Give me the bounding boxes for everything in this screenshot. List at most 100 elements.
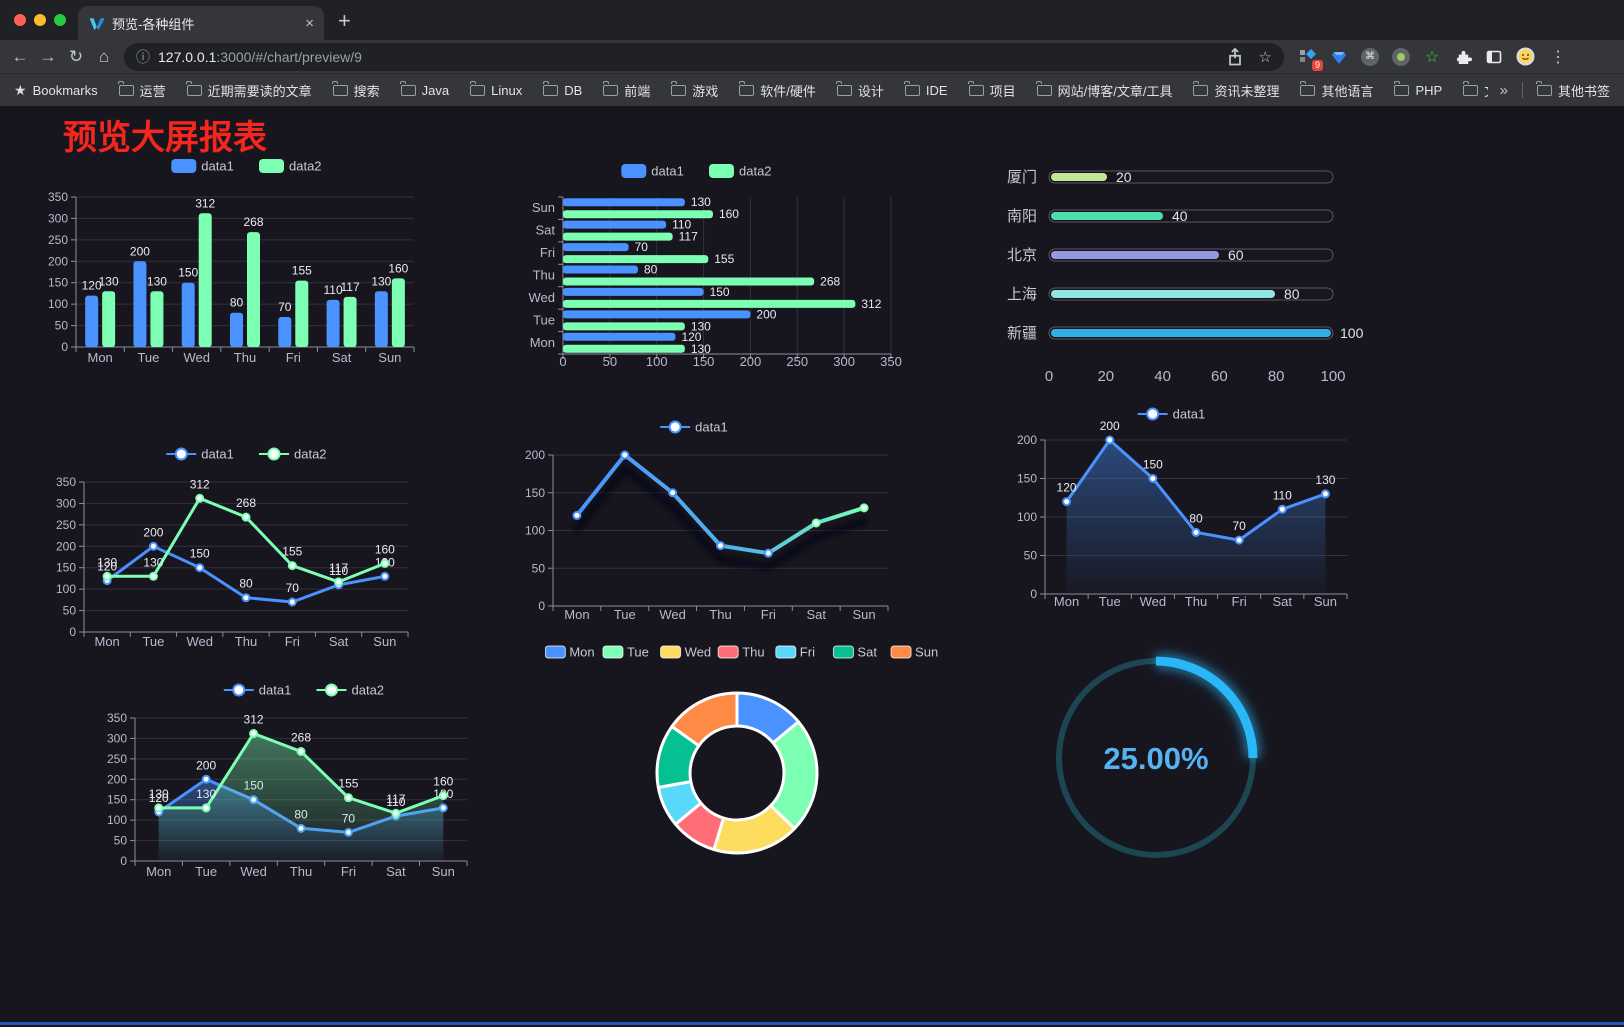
svg-text:120: 120	[1057, 481, 1077, 495]
folder-icon	[118, 81, 134, 96]
svg-text:25.00%: 25.00%	[1103, 741, 1208, 776]
svg-text:130: 130	[196, 787, 216, 801]
profile-avatar-icon[interactable]	[1515, 47, 1535, 67]
svg-text:Tue: Tue	[137, 350, 159, 365]
extension-green-star-icon[interactable]: ☆	[1424, 48, 1440, 66]
chart-line-gradient[interactable]: data1 0 50 100 150 200 Mon Tue Wed Thu Fri Sat Sun	[495, 404, 900, 629]
extension-grid-icon[interactable]: 9	[1298, 47, 1323, 71]
tab-close-icon[interactable]: ×	[305, 14, 314, 32]
bookmark-item[interactable]: 近期需要读的文章	[186, 81, 312, 100]
bookmark-item[interactable]: 软件/硬件	[738, 81, 816, 100]
svg-text:Tue: Tue	[195, 864, 217, 879]
svg-text:Sun: Sun	[373, 634, 396, 649]
svg-text:300: 300	[107, 731, 127, 745]
svg-text:60: 60	[1211, 368, 1228, 385]
bookmark-item[interactable]: 搜索	[332, 81, 380, 100]
folder-icon	[670, 81, 687, 96]
window-zoom-button[interactable]	[54, 14, 66, 26]
svg-text:Sun: Sun	[432, 864, 455, 879]
extension-command-icon[interactable]: ⌘	[1360, 47, 1380, 67]
bookmark-item[interactable]: Java	[400, 81, 449, 98]
svg-text:Sun: Sun	[915, 645, 938, 660]
home-icon[interactable]: ⌂	[98, 46, 110, 66]
svg-text:100: 100	[525, 524, 545, 538]
address-bar[interactable]: ⓘ 127.0.0.1:3000/#/chart/preview/9 ☆	[124, 42, 1284, 71]
svg-text:110: 110	[672, 218, 691, 232]
extension-gem-icon[interactable]	[1329, 47, 1349, 67]
bookmarks-overflow-chevron[interactable]: »	[1499, 81, 1508, 99]
new-tab-button[interactable]: +	[338, 8, 351, 33]
bookmarks-manager-item[interactable]: ★ Bookmarks	[14, 82, 98, 99]
forward-icon[interactable]: →	[39, 46, 57, 66]
back-icon[interactable]: ←	[11, 46, 29, 66]
svg-text:200: 200	[107, 772, 127, 786]
svg-text:200: 200	[130, 244, 150, 258]
svg-text:Wed: Wed	[1140, 594, 1167, 609]
bookmark-item[interactable]: PHP	[1393, 81, 1442, 98]
folder-icon	[1036, 81, 1052, 96]
bookmark-item[interactable]: 游戏	[670, 81, 718, 100]
chart-bar-horizontal[interactable]: data1 data2 0 50 100 150 200 250 300 350 Sun 130 160…	[495, 149, 905, 379]
svg-text:155: 155	[282, 545, 302, 559]
chart-donut[interactable]: Mon Tue Wed Thu Fri Sat Sun	[544, 634, 940, 884]
site-info-icon[interactable]: ⓘ	[136, 48, 150, 65]
svg-text:110: 110	[386, 795, 405, 809]
bookmark-star-icon[interactable]: ☆	[1258, 48, 1272, 66]
svg-text:Fri: Fri	[540, 245, 555, 260]
bookmark-item[interactable]: DB	[542, 81, 582, 98]
bookmark-item[interactable]: 项目	[968, 81, 1016, 100]
bookmark-item[interactable]: 其他语言	[1299, 81, 1373, 100]
window-minimize-button[interactable]	[34, 14, 46, 26]
svg-text:data2: data2	[294, 447, 327, 462]
extensions-puzzle-icon[interactable]	[1453, 47, 1473, 67]
bookmark-item[interactable]: IDE	[904, 81, 948, 98]
svg-text:Wed: Wed	[529, 290, 556, 305]
tab-title: 预览-各种组件	[112, 16, 195, 32]
bookmark-item[interactable]: 运营	[118, 81, 166, 100]
svg-text:Sun: Sun	[1314, 594, 1337, 609]
url-host: 127.0.0.1	[158, 48, 217, 65]
browser-menu-icon[interactable]: ⋮	[1550, 48, 1566, 66]
chart-bar-vertical[interactable]: data1 data2 0 50 100 150 200 250 300 350 Mon Tue Wed…	[40, 141, 460, 378]
svg-text:0: 0	[1045, 368, 1053, 385]
svg-text:南阳: 南阳	[1007, 208, 1037, 225]
chart-line-two-series[interactable]: data1 data2 0 50 100 150 200 250 300 350 Mon Tue Wed…	[40, 429, 460, 659]
extensions-area: 9 ⌘ ☆	[1298, 47, 1572, 71]
folder-icon	[400, 81, 416, 96]
svg-text:Mon: Mon	[94, 634, 119, 649]
sidebar-toggle-icon[interactable]	[1484, 47, 1504, 67]
chart-ring-gauge[interactable]: 25.00%	[1040, 641, 1280, 881]
bookmark-item[interactable]: 设计	[836, 81, 884, 100]
svg-text:Thu: Thu	[1185, 594, 1207, 609]
reload-icon[interactable]: ↻	[68, 46, 84, 66]
chart-area-two-series[interactable]: data1 data2 0 50 100 150 200 250 300 350 Mon Tue Wed…	[95, 674, 520, 894]
svg-text:Thu: Thu	[290, 864, 312, 879]
svg-text:200: 200	[1100, 419, 1120, 433]
bookmark-item[interactable]: 文件服务器	[1462, 81, 1488, 100]
svg-text:Mon: Mon	[564, 607, 589, 622]
svg-text:data1: data1	[695, 420, 728, 435]
folder-icon	[836, 81, 852, 96]
svg-text:0: 0	[69, 625, 76, 639]
extension-record-icon[interactable]	[1391, 47, 1411, 67]
svg-text:100: 100	[1017, 510, 1037, 524]
bookmark-item[interactable]: 前端	[602, 81, 650, 100]
share-icon[interactable]	[1225, 47, 1245, 67]
svg-text:100: 100	[107, 813, 127, 827]
bookmark-item[interactable]: Linux	[469, 81, 522, 98]
bookmark-item[interactable]: 网站/博客/文章/工具	[1036, 81, 1172, 100]
svg-text:312: 312	[190, 477, 210, 491]
bookmark-item[interactable]: 资讯未整理	[1192, 81, 1279, 100]
svg-text:350: 350	[107, 711, 127, 725]
browser-tab[interactable]: 预览-各种组件 ×	[78, 6, 324, 40]
bookmarks-label: Bookmarks	[32, 82, 98, 98]
svg-text:Thu: Thu	[234, 350, 256, 365]
folder-icon	[602, 81, 619, 96]
other-bookmarks-folder[interactable]: 其他书签	[1536, 81, 1610, 100]
chart-city-progress[interactable]: 厦门 20 南阳 40 北京 60 上海 80 新疆 100 0 20 40 60 80 100	[985, 151, 1380, 396]
url-text[interactable]: 127.0.0.1:3000/#/chart/preview/9	[158, 49, 1225, 65]
chart-area-single[interactable]: data1 0 50 100 150 200 Mon Tue Wed Thu Fri Sat Sun 12…	[975, 394, 1375, 614]
window-close-button[interactable]	[14, 14, 26, 26]
svg-text:data1: data1	[651, 164, 684, 179]
dashboard-page: 预览大屏报表 data1 data2 0 50 100 150 200 250 300 350 Mo…	[0, 106, 1624, 1025]
